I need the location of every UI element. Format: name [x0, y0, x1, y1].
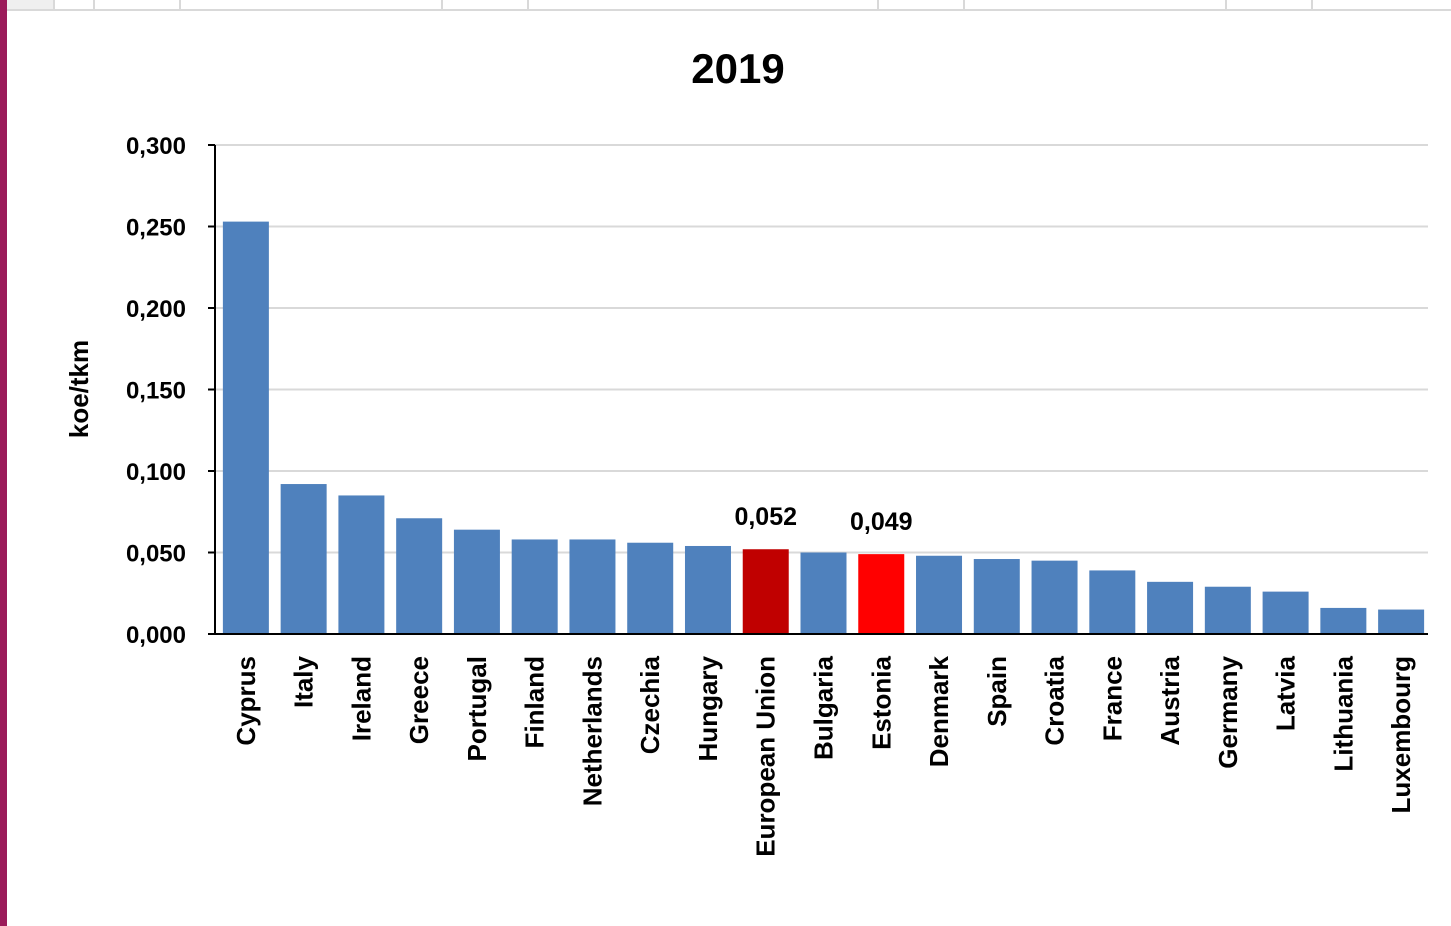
y-tick-label: 0,050	[126, 541, 186, 568]
bar-croatia	[1031, 560, 1078, 634]
bar-greece	[396, 518, 443, 634]
y-tick-label: 0,000	[126, 622, 186, 649]
y-tick-label: 0,100	[126, 459, 186, 486]
x-tick-label: Austria	[1155, 655, 1185, 745]
bar-hungary	[684, 545, 731, 634]
grid-cell	[877, 0, 965, 9]
x-tick-label: Germany	[1213, 655, 1243, 768]
bar-czechia	[627, 542, 674, 634]
y-tick-label: 0,150	[126, 378, 186, 405]
y-tick-label: 0,200	[126, 296, 186, 323]
bar-denmark	[916, 555, 963, 634]
x-tick-label: France	[1097, 656, 1127, 741]
data-label: 0,052	[734, 503, 797, 531]
x-tick-label: Netherlands	[577, 656, 607, 806]
data-label: 0,049	[850, 508, 913, 536]
grid-cell	[1225, 0, 1313, 9]
bar-lithuania	[1320, 607, 1367, 634]
y-tick-label: 0,250	[126, 215, 186, 242]
bar-estonia	[858, 554, 905, 634]
gridlines	[215, 144, 1428, 554]
x-tick-label: Spain	[982, 656, 1012, 727]
x-tick-label: Luxembourg	[1386, 656, 1416, 813]
grid-cell	[7, 0, 55, 9]
bar-latvia	[1262, 591, 1309, 634]
x-axis-labels: Cyprus Italy Ireland Greece Portugal Finland N…	[231, 655, 1416, 856]
grid-cell	[179, 0, 443, 9]
x-tick-label: Greece	[404, 656, 434, 744]
bar-spain	[973, 559, 1020, 634]
top-grid-strip	[7, 0, 1451, 11]
bar-bulgaria	[800, 552, 847, 634]
x-tick-label: Croatia	[1040, 655, 1070, 745]
bar-netherlands	[569, 539, 616, 634]
window-edge-strip	[0, 0, 7, 926]
y-axis-label: koe/tkm	[64, 340, 94, 438]
bar-ireland	[338, 495, 385, 634]
y-tick-label: 0,300	[126, 133, 186, 160]
x-tick-label: Portugal	[462, 656, 492, 761]
bar-germany	[1204, 586, 1251, 634]
bars	[222, 221, 1425, 635]
x-tick-label: Italy	[289, 655, 319, 708]
x-tick-label: Lithuania	[1328, 655, 1358, 771]
bar-cyprus	[222, 221, 269, 635]
grid-cell	[963, 0, 1227, 9]
bar-france	[1089, 570, 1136, 634]
x-tick-label: Ireland	[346, 656, 376, 741]
x-tick-label: Bulgaria	[809, 655, 839, 760]
x-tick-label: European Union	[751, 656, 781, 857]
x-tick-label: Denmark	[924, 655, 954, 767]
bar-portugal	[453, 529, 500, 634]
bar-luxembourg	[1378, 609, 1425, 634]
data-labels: 0,052 0,049	[734, 503, 912, 536]
x-tick-label: Latvia	[1271, 655, 1301, 731]
x-tick-label: Hungary	[693, 655, 723, 761]
x-tick-label: Cyprus	[231, 656, 261, 746]
bar-austria	[1147, 581, 1194, 634]
grid-cell	[527, 0, 879, 9]
bar-finland	[511, 539, 558, 634]
x-tick-label: Estonia	[866, 655, 896, 749]
grid-cell	[93, 0, 181, 9]
bar-italy	[280, 484, 327, 634]
chart-title: 2019	[691, 45, 784, 92]
x-tick-label: Finland	[520, 656, 550, 748]
x-tick-label: Czechia	[635, 655, 665, 754]
grid-cell	[441, 0, 529, 9]
grid-cell	[53, 0, 95, 9]
bar-european-union	[742, 549, 789, 634]
y-axis-ticks: 0,000 0,050 0,100 0,150 0,200 0,250 0,300	[126, 133, 215, 649]
